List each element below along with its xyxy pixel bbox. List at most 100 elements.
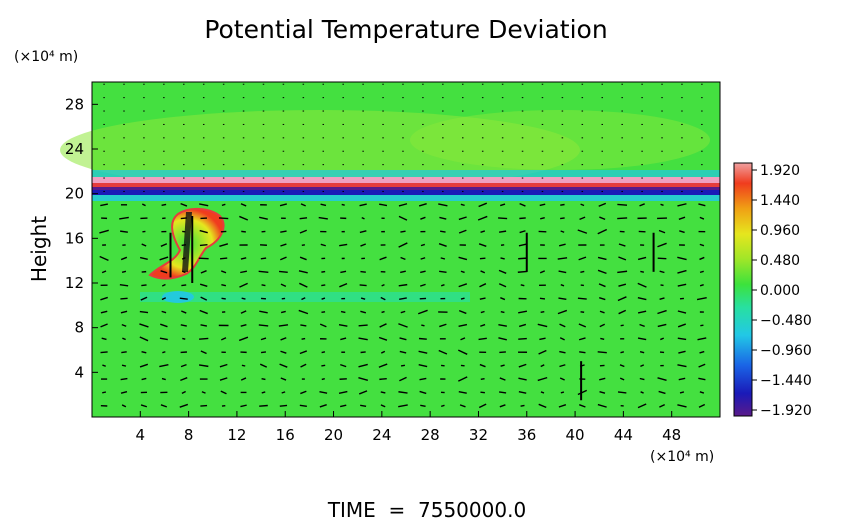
- wind-vector: [319, 391, 328, 394]
- wind-vector: [180, 202, 188, 207]
- wind-vector: [280, 230, 287, 233]
- wind-vector: [340, 337, 347, 341]
- wind-vector: [261, 391, 266, 394]
- wind-vector: [120, 310, 128, 314]
- wind-vector: [460, 297, 465, 300]
- wind-vector: [358, 337, 368, 341]
- band-red: [92, 183, 720, 187]
- wind-vector: [340, 270, 347, 274]
- wind-vector: [181, 270, 186, 274]
- wind-vector: [458, 323, 468, 327]
- wind-vector: [240, 310, 247, 314]
- wind-vector: [379, 256, 387, 261]
- wind-vector: [179, 403, 189, 408]
- wind-vector: [161, 203, 167, 206]
- wind-vector: [620, 351, 625, 354]
- wind-vector: [599, 310, 605, 314]
- wind-vector: [181, 310, 187, 314]
- colorbar-tick-label: 1.440: [760, 193, 800, 209]
- wind-vector: [261, 284, 266, 287]
- wind-vector: [181, 284, 187, 287]
- wind-vector: [400, 310, 406, 314]
- wind-vector: [301, 297, 306, 301]
- wind-vector: [679, 230, 685, 234]
- wind-vector: [358, 377, 369, 382]
- wind-vector: [181, 390, 186, 394]
- wind-vector: [139, 323, 149, 328]
- wind-vector: [161, 377, 166, 381]
- wind-vector: [280, 243, 287, 247]
- wind-vector: [381, 283, 385, 287]
- wind-vector: [519, 230, 526, 234]
- wind-vector: [319, 323, 327, 328]
- x-tick-label: 32: [469, 426, 488, 444]
- wind-vector: [99, 229, 109, 234]
- wind-vector: [299, 256, 307, 261]
- wind-vector: [339, 243, 348, 247]
- x-tick-label: 8: [184, 426, 194, 444]
- wind-vector: [241, 230, 246, 233]
- wind-vector: [619, 364, 625, 368]
- wind-vector: [478, 403, 487, 409]
- wind-vector: [180, 363, 187, 368]
- wind-vector: [698, 363, 706, 368]
- wind-vector: [637, 337, 647, 341]
- wind-vector: [122, 337, 126, 341]
- wind-vector: [280, 283, 287, 288]
- wind-vector: [458, 376, 468, 382]
- wind-vector: [658, 229, 666, 234]
- wind-vector: [500, 364, 505, 367]
- wind-vector: [460, 203, 465, 207]
- cool-layer: [140, 292, 470, 302]
- wind-vector: [298, 270, 308, 274]
- wind-vector: [479, 297, 486, 300]
- wind-vector: [420, 283, 426, 287]
- wind-vector: [160, 270, 168, 274]
- wind-vector: [120, 256, 128, 261]
- wind-vector: [200, 324, 208, 327]
- wind-vector: [300, 324, 307, 327]
- wind-vector: [239, 282, 248, 288]
- wind-vector: [200, 270, 207, 274]
- wind-vector: [637, 310, 647, 314]
- wind-vector: [478, 202, 488, 208]
- wind-vector: [440, 257, 446, 260]
- wind-vector: [458, 216, 467, 221]
- wind-vector: [539, 203, 546, 207]
- wind-vector: [660, 337, 665, 341]
- wind-vector: [578, 323, 587, 328]
- wind-vector: [580, 203, 585, 207]
- y-ticks: 4 8 12 16 20 24 28: [65, 95, 98, 381]
- wind-vector: [639, 323, 645, 328]
- wind-vector: [340, 363, 347, 368]
- wind-vector: [558, 270, 567, 274]
- wind-vector: [280, 337, 287, 341]
- wind-vector: [699, 243, 705, 247]
- wind-vector: [479, 283, 487, 288]
- wind-vector: [659, 403, 666, 408]
- wind-vector: [480, 323, 486, 327]
- wind-vector: [299, 350, 308, 355]
- wind-vector: [540, 311, 545, 314]
- wind-vector: [221, 297, 226, 300]
- x-units-label: (×10⁴ m): [650, 449, 714, 465]
- x-tick-label: 28: [421, 426, 440, 444]
- wind-vector: [458, 309, 467, 315]
- wind-vector: [240, 203, 247, 207]
- wind-vector: [201, 391, 206, 394]
- wind-vector: [677, 283, 687, 287]
- wind-vector: [162, 351, 166, 354]
- wind-vector: [400, 270, 406, 274]
- band-cyan-lower: [92, 195, 720, 201]
- wind-vector: [121, 270, 127, 273]
- colorbar-tick-label: 0.480: [760, 253, 800, 269]
- wind-vector: [219, 377, 228, 381]
- time-label: TIME = 7550000.0: [327, 498, 526, 519]
- y-axis-label: Height: [27, 216, 51, 282]
- wind-vector: [538, 349, 547, 355]
- wind-vector: [119, 216, 129, 220]
- plume-core: [182, 212, 192, 272]
- wind-vector: [540, 364, 545, 368]
- wind-vector: [261, 377, 266, 381]
- wind-vector: [180, 377, 188, 382]
